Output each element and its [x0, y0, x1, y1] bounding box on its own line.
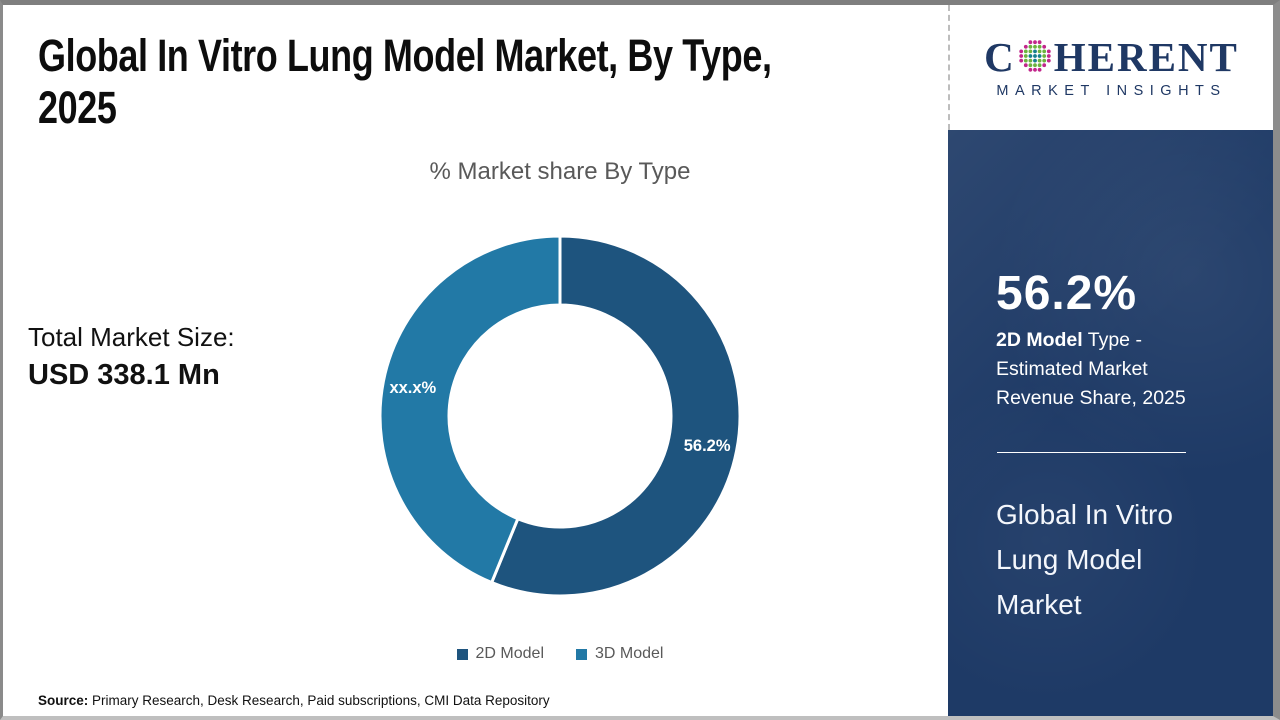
- sidebar-stat-label-bold: 2D Model: [996, 329, 1083, 351]
- sidebar-stat-label-rest: Type - Estimated Market Revenue Share, 2…: [996, 329, 1186, 409]
- brand-subtitle: MARKET INSIGHTS: [996, 82, 1227, 99]
- chart-title: % Market share By Type: [429, 158, 691, 185]
- legend-label: 2D Model: [475, 645, 544, 662]
- donut-chart-svg: 56.2% xx.x%: [378, 234, 742, 598]
- sidebar-stat-value: 56.2%: [996, 267, 1138, 320]
- legend-label: 3D Model: [595, 645, 664, 662]
- legend-item-3d-model: 3D Model: [576, 645, 663, 663]
- donut-chart: 56.2% xx.x%: [370, 226, 750, 606]
- source-label: Source:: [38, 693, 89, 708]
- brand-wordmark-prefix: C: [984, 33, 1016, 80]
- globe-icon: [1019, 40, 1051, 72]
- legend-swatch: [456, 648, 468, 660]
- page-title: Global In Vitro Lung Model Market, By Ty…: [38, 30, 772, 134]
- sidebar: 56.2% 2D Model Type - Estimated Market R…: [948, 130, 1273, 716]
- sidebar-divider: [997, 452, 1186, 453]
- total-market-value: USD 338.1 Mn: [28, 359, 220, 391]
- legend-item-2d-model: 2D Model: [456, 645, 544, 663]
- donut-slice-3d-model: [378, 234, 562, 585]
- donut-slice-2d-model: [489, 234, 742, 598]
- legend-swatch: [576, 648, 587, 660]
- brand-logo: C HERENT: [984, 33, 1239, 80]
- total-market-label: Total Market Size:: [28, 322, 235, 352]
- donut-label: xx.x%: [389, 379, 436, 397]
- total-market-block: Total Market Size: USD 338.1 Mn: [28, 322, 235, 392]
- source-line: Source: Primary Research, Desk Research,…: [38, 693, 550, 708]
- brand-wordmark-suffix: HERENT: [1053, 33, 1239, 80]
- donut-label: 56.2%: [684, 437, 731, 455]
- sidebar-stat-label: 2D Model Type - Estimated Market Revenue…: [996, 326, 1211, 413]
- source-text: Primary Research, Desk Research, Paid su…: [88, 693, 550, 708]
- sidebar-market-name: Global In Vitro Lung Model Market: [996, 499, 1173, 620]
- chart-legend: 2D Model 3D Model: [360, 645, 760, 663]
- brand-area: C HERENT MARKET INSIGHTS: [948, 5, 1273, 130]
